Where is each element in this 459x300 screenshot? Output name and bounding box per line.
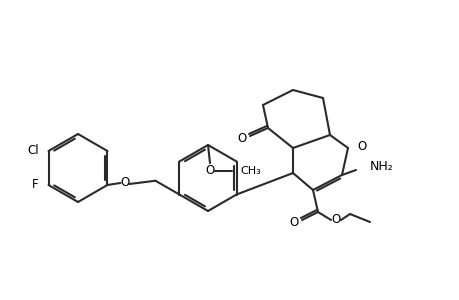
Text: F: F bbox=[32, 178, 39, 191]
Text: O: O bbox=[289, 217, 298, 230]
Text: CH₃: CH₃ bbox=[240, 166, 260, 176]
Text: O: O bbox=[237, 133, 246, 146]
Text: O: O bbox=[330, 214, 340, 226]
Text: O: O bbox=[357, 140, 366, 152]
Text: O: O bbox=[121, 176, 130, 190]
Text: Cl: Cl bbox=[27, 145, 39, 158]
Text: O: O bbox=[205, 164, 214, 178]
Text: NH₂: NH₂ bbox=[369, 160, 393, 173]
